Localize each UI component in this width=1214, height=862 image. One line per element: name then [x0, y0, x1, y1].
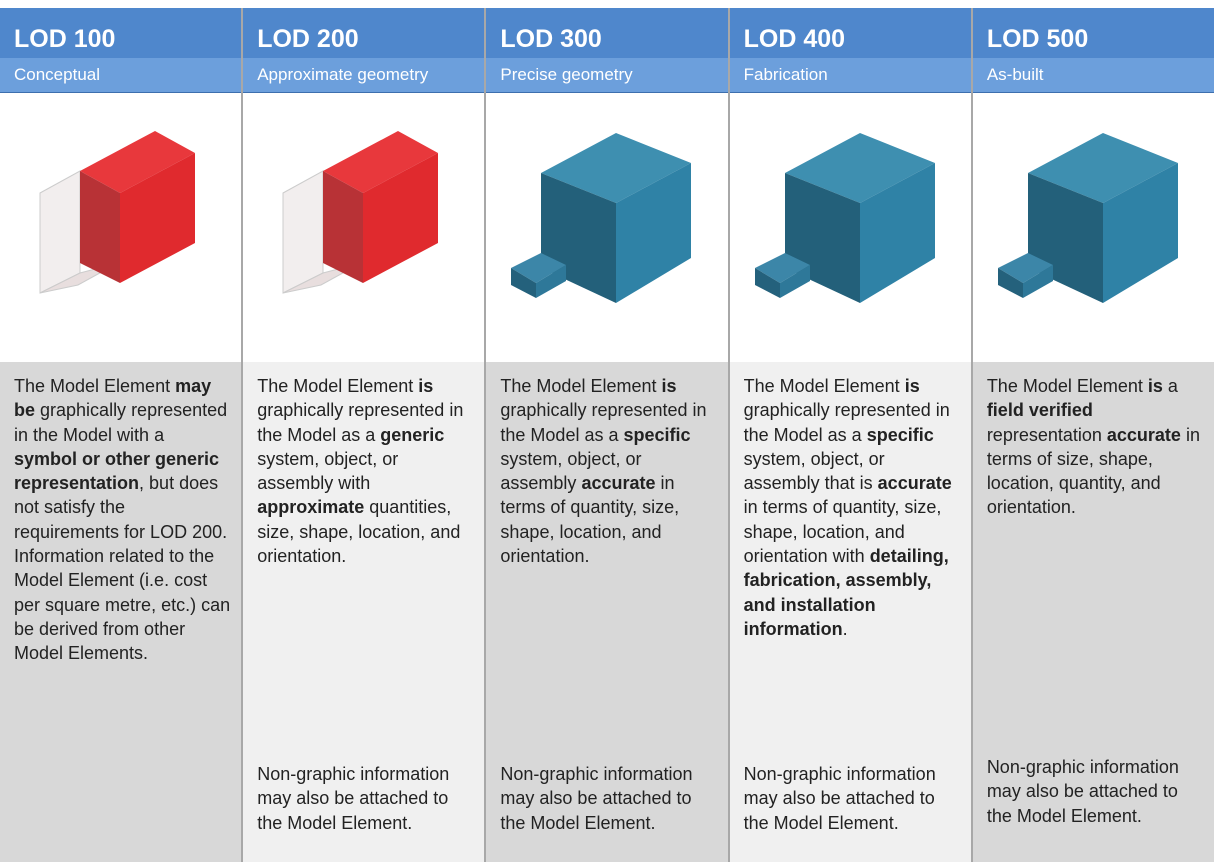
description-cell: The Model Element may be graphically rep…	[0, 362, 242, 862]
shape	[39, 170, 81, 294]
text: system, object, or assembly with	[257, 448, 399, 494]
lod-subtitle: Conceptual	[0, 58, 242, 93]
text: The Model Element	[986, 376, 1148, 396]
shape	[536, 265, 567, 298]
text: graphically represented in the Model wit…	[14, 400, 228, 445]
shape	[541, 133, 692, 203]
text: graphically represented in the Model as …	[743, 400, 950, 445]
text: The Model Element	[743, 376, 905, 396]
model-illustration	[511, 133, 692, 303]
note: Non-graphic information may also be atta…	[500, 764, 693, 833]
shape	[754, 253, 810, 283]
description: The Model Element is a field verified re…	[987, 374, 1204, 520]
shape	[80, 171, 120, 283]
note: Non-graphic information may also be atta…	[257, 764, 450, 833]
lod-column: LOD 100 Conceptual The Model Element may b…	[0, 8, 242, 862]
text: graphically represented in the Model as …	[500, 400, 707, 445]
lod-column: LOD 300 Precise geometry The Model Element…	[484, 8, 728, 862]
illustration-cell	[243, 93, 485, 362]
emphasis: accurate	[1106, 424, 1181, 445]
text: The Model Element	[257, 376, 419, 396]
lod-subtitle: Fabrication	[729, 58, 971, 93]
emphasis: accurate	[581, 473, 656, 494]
illustration-cell	[729, 93, 971, 362]
shape	[1022, 265, 1053, 298]
text: in terms of quantity, size, shape, locat…	[743, 497, 942, 567]
shape	[1027, 133, 1178, 203]
emphasis: specific	[623, 424, 691, 445]
illustration-cell	[486, 93, 728, 362]
description: The Model Element is graphically represe…	[500, 374, 717, 568]
description-cell: The Model Element is a field verified re…	[972, 362, 1214, 862]
illustration-cell	[0, 93, 242, 362]
text: , but does not satisfy the requirements …	[14, 473, 231, 664]
lod-column: LOD 400 Fabrication The Model Element is g…	[727, 8, 971, 862]
shape	[511, 268, 537, 298]
shape	[80, 131, 195, 193]
emphasis: approximate	[257, 497, 365, 518]
text: system, object, or assembly that is	[743, 448, 885, 494]
text: representation	[986, 424, 1107, 445]
text: a	[1162, 376, 1178, 396]
emphasis: is	[1147, 376, 1163, 396]
emphasis: is	[904, 376, 920, 396]
text: in terms of quantity, size, shape, locat…	[500, 473, 680, 567]
description-cell: The Model Element is graphically represe…	[729, 362, 971, 862]
lod-subtitle: Approximate geometry	[243, 58, 485, 93]
shape	[511, 253, 567, 283]
emphasis: detailing, fabrication, assembly, and in…	[743, 546, 949, 639]
text: The Model Element	[14, 376, 176, 396]
model-illustration	[39, 131, 195, 294]
model-illustration	[997, 133, 1178, 303]
shape	[859, 163, 935, 303]
text: The Model Element	[500, 376, 662, 396]
emphasis: is	[661, 376, 677, 396]
emphasis: symbol or other generic representation	[14, 448, 220, 494]
shape	[779, 265, 810, 298]
lod-title: LOD 200	[243, 8, 485, 58]
emphasis: accurate	[877, 473, 952, 494]
text: quantities, size, shape, location, and o…	[257, 497, 461, 567]
shape	[120, 153, 195, 283]
emphasis: is	[418, 376, 434, 396]
shape	[282, 170, 324, 294]
description: The Model Element may be graphically rep…	[14, 374, 231, 666]
description: The Model Element is graphically represe…	[744, 374, 961, 641]
model-illustration	[754, 133, 935, 303]
emphasis: may be	[14, 376, 212, 421]
lod-column: LOD 200 Approximate geometry The Model Ele…	[241, 8, 485, 862]
emphasis: field verified	[986, 400, 1093, 421]
shape	[323, 171, 364, 283]
shape	[784, 133, 935, 203]
text: .	[842, 618, 848, 639]
description: The Model Element is graphically represe…	[257, 374, 474, 568]
shape	[997, 268, 1023, 298]
shape	[1102, 163, 1178, 303]
shape	[997, 253, 1053, 283]
lod-title: LOD 400	[729, 8, 971, 58]
text: system, object, or assembly	[500, 448, 642, 494]
note: Non-graphic information may also be atta…	[986, 757, 1179, 826]
note: Non-graphic information may also be atta…	[743, 764, 936, 833]
lod-title: LOD 300	[486, 8, 728, 58]
emphasis: generic	[380, 424, 445, 445]
shape	[363, 153, 439, 283]
model-illustration	[282, 131, 439, 294]
lod-title: LOD 500	[972, 8, 1214, 58]
illustration-cell	[972, 93, 1214, 362]
lod-subtitle: As-built	[972, 58, 1214, 93]
description-cell: The Model Element is graphically represe…	[243, 362, 485, 862]
text: graphically represented in the Model as …	[257, 400, 464, 445]
lod-title: LOD 100	[0, 8, 242, 58]
lod-column: LOD 500 As-built The Model Element is a fi…	[970, 8, 1214, 862]
description-cell: The Model Element is graphically represe…	[486, 362, 728, 862]
lod-table: LOD 100 Conceptual The Model Element may b…	[0, 8, 1214, 862]
text: in terms of size, shape, location, quant…	[986, 424, 1200, 518]
shape	[616, 163, 692, 303]
emphasis: specific	[866, 424, 934, 445]
lod-subtitle: Precise geometry	[486, 58, 728, 93]
shape	[754, 268, 780, 298]
shape	[323, 131, 439, 193]
